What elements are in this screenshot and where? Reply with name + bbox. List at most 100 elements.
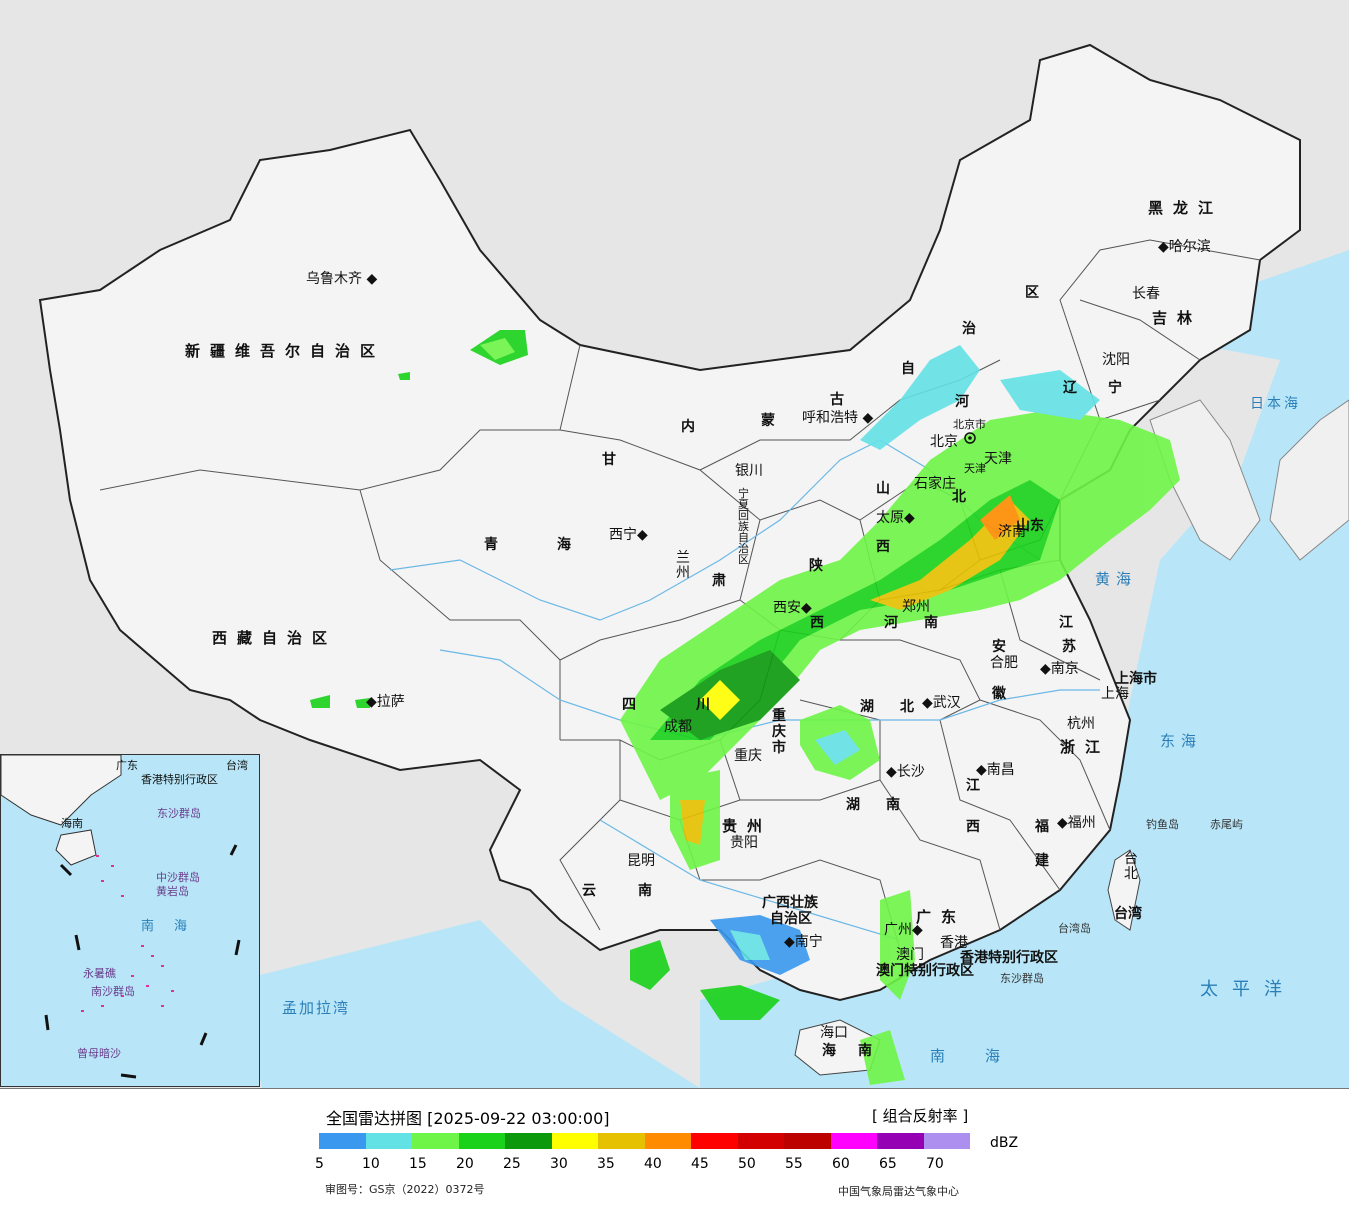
colorbar-tick-label: 45	[691, 1156, 709, 1172]
province-label-xizang: 西藏自治区	[212, 629, 338, 647]
city-label-xian: 西安◆	[773, 600, 812, 616]
province-label-henan-1: 河	[884, 615, 898, 631]
province-label-shaanxi-1: 陕	[809, 558, 823, 574]
province-label-hainan-2: 南	[858, 1043, 872, 1059]
city-label-shijiazhuang: 石家庄	[914, 476, 956, 492]
city-label-yinchuan: 银川	[735, 463, 763, 479]
province-label-hubei-2: 北	[900, 699, 914, 715]
colorbar-tick-label: 10	[362, 1156, 380, 1172]
city-label-hefei: 合肥	[990, 655, 1018, 671]
province-label-taiwan: 台湾	[1114, 906, 1142, 922]
province-label-shanxi-2: 西	[876, 539, 890, 555]
city-label-harbin: ◆哈尔滨	[1158, 239, 1211, 255]
province-label-sichuan-2: 川	[696, 697, 710, 713]
city-label-taiyuan: 太原◆	[876, 510, 915, 526]
colorbar-cell	[319, 1133, 366, 1149]
island-label-chiwei: 赤尾屿	[1210, 818, 1243, 831]
city-label-guiyang: 贵阳	[730, 835, 758, 851]
province-label-fujian-2: 建	[1035, 853, 1049, 869]
province-label-gansu-2: 肃	[712, 573, 726, 589]
province-label-tianjin: 天津	[964, 462, 986, 475]
province-label-ningxia: 宁夏回族自治区	[738, 487, 749, 566]
province-label-hubei-1: 湖	[860, 699, 874, 715]
colorbar-tick-label: 50	[738, 1156, 756, 1172]
colorbar-cell	[412, 1133, 459, 1149]
city-label-changchun: 长春	[1132, 286, 1160, 302]
city-label-beijing: 北京	[930, 434, 958, 450]
inset-map	[1, 755, 241, 1079]
province-label-jiangsu-2: 苏	[1062, 639, 1076, 655]
colorbar-tick-label: 40	[644, 1156, 662, 1172]
colorbar-tick-label: 60	[832, 1156, 850, 1172]
province-label-jiangsu-1: 江	[1059, 615, 1073, 631]
city-label-guangzhou: 广州◆	[884, 922, 923, 938]
city-label-chengdu: 成都	[664, 719, 692, 735]
city-label-tianjin: 天津	[984, 451, 1012, 467]
south-china-sea-inset: 广东 香港特别行政区 海南 南海 东沙群岛 中沙群岛 黄岩岛 南沙群岛 曾母暗沙…	[0, 754, 260, 1087]
colorbar-cell	[923, 1133, 970, 1149]
province-label-liaoning-2: 宁	[1108, 380, 1122, 396]
province-label-hongkong: 香港特别行政区	[960, 950, 1058, 966]
province-label-xinjiang: 新疆维吾尔自治区	[185, 342, 386, 360]
province-label-neimeng-6: 区	[1025, 285, 1039, 301]
province-label-neimeng-3: 古	[830, 392, 844, 408]
province-label-neimeng-1: 内	[681, 419, 695, 435]
city-label-jinan: 济南	[998, 524, 1026, 540]
inset-label-hongkong: 香港特别行政区	[141, 773, 218, 786]
province-label-neimeng-4: 自	[901, 361, 915, 377]
province-label-jiangxi-2: 西	[966, 819, 980, 835]
colorbar-tick-label: 30	[550, 1156, 568, 1172]
province-label-jiangxi-1: 江	[966, 778, 980, 794]
inset-label-dongsha: 东沙群岛	[157, 807, 201, 820]
province-label-heilongjiang: 黑龙江	[1148, 199, 1224, 217]
colorbar-cell	[505, 1133, 552, 1149]
province-label-hebei-1: 河	[955, 394, 969, 410]
province-label-hebei-2: 北	[952, 489, 966, 505]
colorbar-cell	[598, 1133, 645, 1149]
colorbar-cell	[644, 1133, 691, 1149]
city-label-nanjing: ◆南京	[1040, 661, 1079, 677]
inset-label-guangdong: 广东	[116, 759, 138, 772]
province-label-henan-2: 南	[924, 615, 938, 631]
legend-product: [ 组合反射率 ]	[872, 1107, 969, 1125]
province-label-yunnan-2: 南	[638, 883, 652, 899]
province-label-anhui-1: 安	[992, 639, 1006, 655]
city-label-fuzhou: ◆福州	[1057, 815, 1096, 831]
city-label-taipei: 台北	[1124, 851, 1138, 882]
sea-label-bay-of-bengal: 孟加拉湾	[282, 999, 351, 1017]
province-label-anhui-2: 徽	[992, 686, 1006, 702]
city-label-hohhot: 呼和浩特 ◆	[802, 410, 874, 426]
inset-label-nansha: 南沙群岛	[91, 985, 135, 998]
province-label-hunan-1: 湖	[846, 797, 860, 813]
province-label-shandong-2: 东	[1030, 518, 1044, 534]
city-label-nanchang: ◆南昌	[976, 762, 1015, 778]
city-label-lhasa: ◆拉萨	[366, 694, 405, 710]
inset-label-huangyan: 黄岩岛	[156, 885, 189, 898]
city-label-hongkong: 香港	[940, 935, 968, 951]
colorbar-cell	[551, 1133, 598, 1149]
radar-map: 新疆维吾尔自治区 西藏自治区 青 海 甘 肃 内 蒙 古 自 治 区 黑龙江 吉…	[0, 0, 1349, 1088]
colorbar-unit: dBZ	[990, 1135, 1019, 1151]
legend-title: 全国雷达拼图 [2025-09-22 03:00:00]	[326, 1109, 610, 1128]
colorbar-tick-label: 70	[926, 1156, 944, 1172]
colorbar-tick-label: 25	[503, 1156, 521, 1172]
agency-credit: 中国气象局雷达气象中心	[838, 1185, 959, 1198]
colorbar-tick-label: 5	[315, 1156, 324, 1172]
china-landmass	[38, 43, 1301, 1002]
city-label-changsha: ◆长沙	[886, 764, 925, 780]
island-label-diaoyu: 钓鱼岛	[1146, 818, 1179, 831]
province-label-guangxi-1: 广西壮族	[762, 895, 818, 911]
province-label-hunan-2: 南	[886, 797, 900, 813]
colorbar-tick-label: 35	[597, 1156, 615, 1172]
province-label-fujian-1: 福	[1035, 819, 1049, 835]
island-label-taiwan-island: 台湾岛	[1058, 922, 1091, 935]
colorbar-cell	[365, 1133, 412, 1149]
province-label-qinghai-2: 海	[557, 537, 571, 553]
province-label-beijing: 北京市	[953, 418, 986, 431]
province-label-zhejiang: 浙江	[1060, 738, 1111, 756]
city-label-zhengzhou: 郑州	[902, 599, 930, 615]
province-label-liaoning-1: 辽	[1063, 380, 1077, 396]
province-label-shandong-1: 山	[1016, 518, 1030, 534]
province-label-chongqing: 重庆市	[772, 708, 786, 756]
inset-label-south-sea: 南海	[141, 919, 208, 934]
